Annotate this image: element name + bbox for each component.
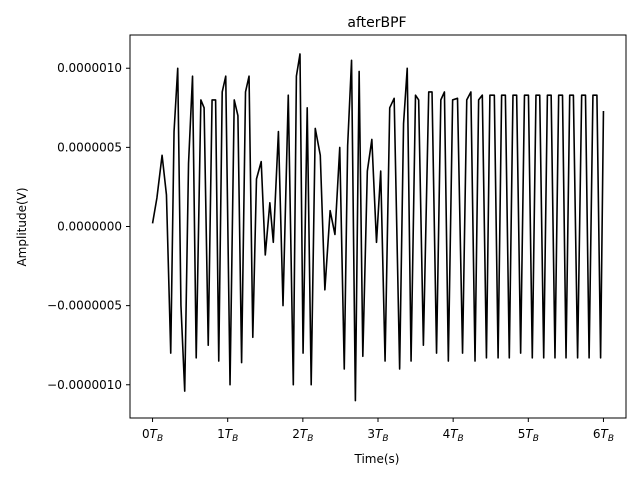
y-axis-label: Amplitude(V) (15, 187, 29, 266)
y-tick-label: 0.0000005 (57, 140, 122, 154)
x-tick-label: 2TB (292, 427, 313, 444)
x-tick-label: 3TB (367, 427, 388, 444)
series-line-0 (151, 53, 605, 402)
x-tick-label: 5TB (518, 427, 539, 444)
y-tick-label: 0.0000000 (57, 220, 122, 234)
y-tick-label: −0.0000005 (47, 299, 122, 313)
chart-title: afterBPF (347, 15, 406, 31)
y-tick-label: −0.0000010 (47, 378, 122, 392)
x-tick-label: 0TB (142, 427, 163, 444)
y-tick-label: 0.0000010 (57, 61, 122, 75)
x-axis-label: Time(s) (354, 452, 400, 466)
plot-layer (151, 53, 605, 402)
x-axis: 0TB 1TB 2TB 3TB 4TB 5TB 6TB (142, 418, 614, 444)
x-tick-label: 4TB (443, 427, 464, 444)
y-axis: 0.0000010 0.0000005 0.0000000 −0.0000005 −0.… (47, 61, 130, 392)
x-tick-label: 6TB (593, 427, 614, 444)
x-tick-label: 1TB (217, 427, 238, 444)
